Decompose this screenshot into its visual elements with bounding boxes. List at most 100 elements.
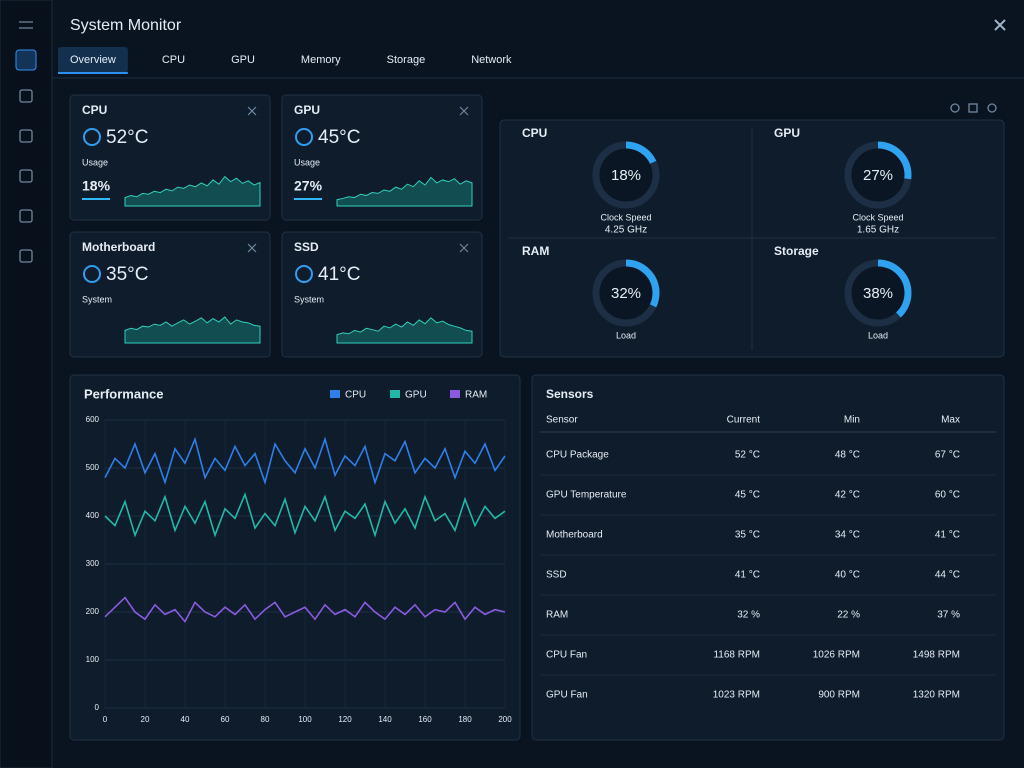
history-area [124,175,261,207]
usage-reading: 27% [294,178,323,194]
tab[interactable]: Network [471,54,512,66]
x-tick-label: 180 [458,715,472,724]
tab[interactable]: Overview [70,54,116,66]
series-line [104,596,506,624]
temperature-icon [83,265,101,283]
nav-cpu[interactable] [19,89,33,103]
tab[interactable]: GPU [231,54,255,66]
gauge-arc [592,259,660,327]
expand-icon[interactable] [968,103,978,113]
sensor-card [69,94,271,221]
y-tick-label: 300 [86,559,100,568]
gauge-arc [592,141,660,209]
y-tick-label: 500 [86,463,100,472]
temperature-icon [295,128,313,146]
close-button[interactable] [994,19,1006,31]
x-tick-label: 20 [141,715,150,724]
nav-memory[interactable] [19,169,33,183]
x-tick-label: 140 [378,715,392,724]
legend-swatch [390,390,400,398]
app-title: System Monitor [70,17,182,34]
history-area [336,317,473,344]
nav-storage[interactable] [19,209,33,223]
sensor-card [69,231,271,358]
gauge-value: 27% [863,167,893,184]
history-area [124,316,261,344]
panel-tools [950,103,997,113]
column-header: Current [727,415,761,426]
gauge-value: 18% [611,167,641,184]
sensor-cell: RAM [546,610,568,621]
performance-panel [69,374,521,741]
card-title: CPU [82,103,107,117]
gauge-arc [844,259,912,327]
sensor-cell: 41 °C [935,530,960,541]
card-menu-icon[interactable] [247,106,257,116]
sensor-cell: 1023 RPM [713,690,760,701]
chart-title: Performance [84,386,163,401]
card-title: SSD [294,240,319,254]
sensor-cell: 22 % [837,610,860,621]
nav-network[interactable] [19,249,33,263]
gauge-caption: Load [616,330,636,340]
y-tick-label: 600 [86,415,100,424]
series-line [104,492,506,538]
x-tick-label: 200 [498,715,512,724]
active-tab-bg[interactable] [58,47,128,73]
sensor-cell: 67 °C [935,450,960,461]
gauge-value: 32% [611,285,641,302]
nav-overview[interactable] [15,49,37,71]
sensor-cell: 52 °C [735,450,760,461]
gauge-title: CPU [522,126,547,140]
sensor-cell: 40 °C [835,570,860,581]
column-header: Sensor [546,415,578,426]
tab[interactable]: Memory [301,54,341,66]
sensor-cell: Motherboard [546,530,603,541]
usage-reading: 18% [82,178,111,194]
legend-label: GPU [405,390,427,401]
metric-label: System [294,294,324,304]
sensor-cell: 1168 RPM [713,650,760,661]
sensor-cell: CPU Fan [546,650,587,661]
y-tick-label: 200 [86,607,100,616]
card-menu-icon[interactable] [247,243,257,253]
tab[interactable]: CPU [162,54,185,66]
gauge-detail: 4.25 GHz [605,225,647,236]
sensor-cell: 41 °C [735,570,760,581]
legend-label: RAM [465,390,487,401]
x-tick-label: 160 [418,715,432,724]
card-menu-icon[interactable] [459,243,469,253]
refresh-icon[interactable] [950,103,960,113]
x-tick-label: 0 [103,715,108,724]
sensor-cell: 34 °C [835,530,860,541]
x-tick-label: 60 [221,715,230,724]
gauge-title: Storage [774,244,819,258]
history-area [336,176,473,207]
x-tick-label: 80 [261,715,270,724]
legend-swatch [330,390,340,398]
series-line [104,436,506,486]
column-header: Min [844,415,860,426]
gauge-caption: Clock Speed [600,212,651,222]
y-tick-label: 0 [95,703,100,712]
sensor-cell: CPU Package [546,450,609,461]
sensors-panel [531,374,1005,741]
metric-label: Usage [294,157,320,167]
sensor-cell: 45 °C [735,490,760,501]
menu-icon[interactable] [19,21,33,29]
y-tick-label: 400 [86,511,100,520]
gauge-value: 38% [863,285,893,302]
sensor-card [281,94,483,221]
gauge-title: GPU [774,126,800,140]
legend-label: CPU [345,390,366,401]
temperature-icon [295,265,313,283]
nav-gpu[interactable] [19,129,33,143]
temperature: 52°C [106,127,148,148]
tab[interactable]: Storage [387,54,426,66]
gauge-detail: 1.65 GHz [857,225,899,236]
temperature: 41°C [318,264,360,285]
card-menu-icon[interactable] [459,106,469,116]
settings-icon[interactable] [987,103,997,113]
sensor-cell: 42 °C [835,490,860,501]
